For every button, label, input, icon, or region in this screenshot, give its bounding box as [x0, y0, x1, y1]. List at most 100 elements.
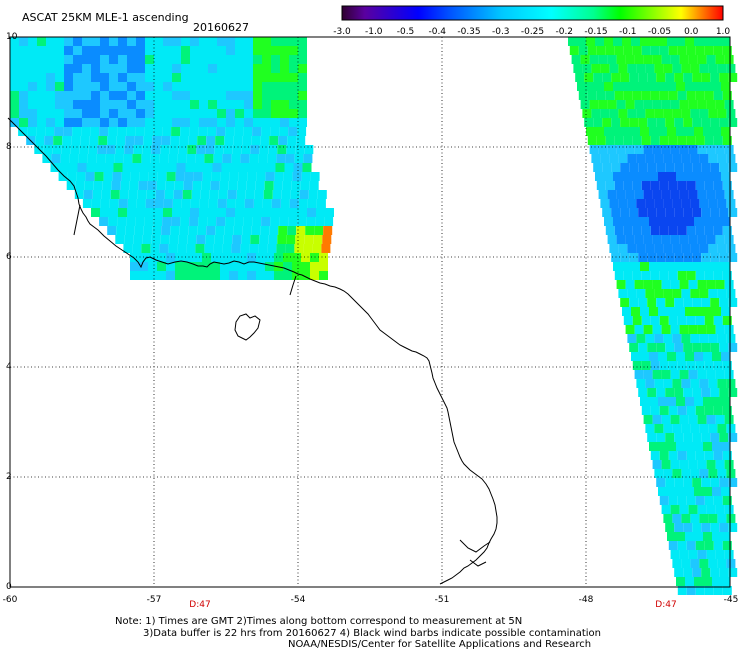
swath-cell	[643, 370, 653, 379]
swath-cell	[235, 37, 244, 46]
swath-cell	[175, 172, 185, 181]
swath-cell	[184, 172, 194, 181]
swath-cell	[316, 208, 325, 217]
swath-cell	[708, 559, 718, 568]
swath-cell	[710, 523, 720, 532]
swath-cell	[207, 127, 217, 136]
swath-cell	[164, 190, 174, 199]
swath-cell	[649, 262, 658, 271]
swath-cell	[715, 55, 725, 64]
swath-cell	[280, 64, 289, 73]
swath-cell	[674, 253, 684, 262]
river-mouth-east	[289, 275, 297, 296]
swath-cell	[205, 235, 215, 244]
swath-cell	[670, 370, 680, 379]
swath-cell	[704, 316, 714, 325]
swath-cell	[683, 73, 693, 82]
swath-cell	[699, 154, 709, 163]
swath-cell	[304, 145, 314, 154]
colorbar-tick-label: -0.15	[584, 27, 607, 37]
swath-cell	[136, 37, 145, 46]
swath-cell	[712, 127, 721, 136]
swath-cell	[724, 325, 734, 334]
swath-cell	[643, 415, 653, 424]
swath-cell	[659, 406, 669, 415]
swath-cell	[28, 46, 37, 55]
swath-cell	[699, 199, 709, 208]
swath-cell	[695, 271, 705, 280]
swath-cell	[226, 73, 235, 82]
swath-cell	[694, 307, 703, 316]
swath-cell	[136, 199, 146, 208]
swath-cell	[632, 136, 642, 145]
swath-cell	[118, 118, 127, 127]
lat-label: 2	[6, 472, 12, 482]
swath-cell	[10, 109, 19, 118]
swath-cell	[297, 127, 307, 136]
swath-cell	[200, 190, 210, 199]
swath-cell	[262, 199, 272, 208]
swath-cell	[645, 154, 655, 163]
swath-cell	[99, 127, 109, 136]
swath-cell	[50, 163, 60, 172]
swath-cell	[652, 325, 662, 334]
swath-cell	[62, 136, 72, 145]
swath-cell	[676, 37, 685, 46]
swath-cell	[252, 217, 262, 226]
swath-cell	[578, 91, 588, 100]
swath-west	[10, 37, 334, 280]
swath-cell	[578, 46, 588, 55]
swath-cell	[289, 82, 298, 91]
swath-cell	[710, 433, 720, 442]
swath-cell	[211, 253, 220, 262]
swath-cell	[715, 505, 725, 514]
swath-cell	[154, 199, 164, 208]
swath-cell	[677, 541, 687, 550]
swath-cell	[677, 271, 687, 280]
swath-cell	[688, 100, 698, 109]
swath-cell	[196, 235, 206, 244]
swath-cell	[659, 91, 669, 100]
swath-cell	[226, 199, 236, 208]
swath-cell	[681, 154, 691, 163]
swath-cell	[688, 550, 698, 559]
swath-cell	[226, 91, 235, 100]
swath-cell	[658, 487, 667, 496]
swath-cell	[650, 91, 660, 100]
swath-cell	[127, 208, 136, 217]
swath-cell	[613, 172, 622, 181]
swath-cell	[295, 145, 305, 154]
swath-cell	[244, 100, 253, 109]
swath-cell	[55, 37, 64, 46]
swath-cell	[699, 379, 709, 388]
swath-cell	[145, 37, 154, 46]
swath-cell	[586, 127, 595, 136]
swath-cell	[632, 226, 642, 235]
swath-cell	[604, 82, 613, 91]
swath-cell	[699, 514, 709, 523]
swath-cell	[73, 46, 82, 55]
swath-cell	[127, 73, 136, 82]
swath-cell	[216, 217, 226, 226]
swath-cell	[681, 289, 691, 298]
swath-cell	[721, 307, 730, 316]
swath-cell	[688, 235, 698, 244]
swath-cell	[638, 118, 648, 127]
swath-cell	[64, 109, 73, 118]
swath-cell	[661, 280, 671, 289]
swath-cell	[668, 361, 678, 370]
colorbar-gradient	[341, 5, 724, 21]
swath-cell	[172, 82, 181, 91]
swath-cell	[262, 55, 271, 64]
swath-cell	[690, 109, 700, 118]
swath-cell	[652, 415, 662, 424]
swath-cell	[665, 343, 675, 352]
swath-cell	[52, 145, 62, 154]
swath-cell	[37, 46, 46, 55]
swath-cell	[647, 343, 657, 352]
swath-cell	[211, 271, 220, 280]
swath-cell	[654, 334, 664, 343]
swath-cell	[722, 496, 732, 505]
swath-cell	[253, 118, 262, 127]
swath-cell	[55, 73, 64, 82]
